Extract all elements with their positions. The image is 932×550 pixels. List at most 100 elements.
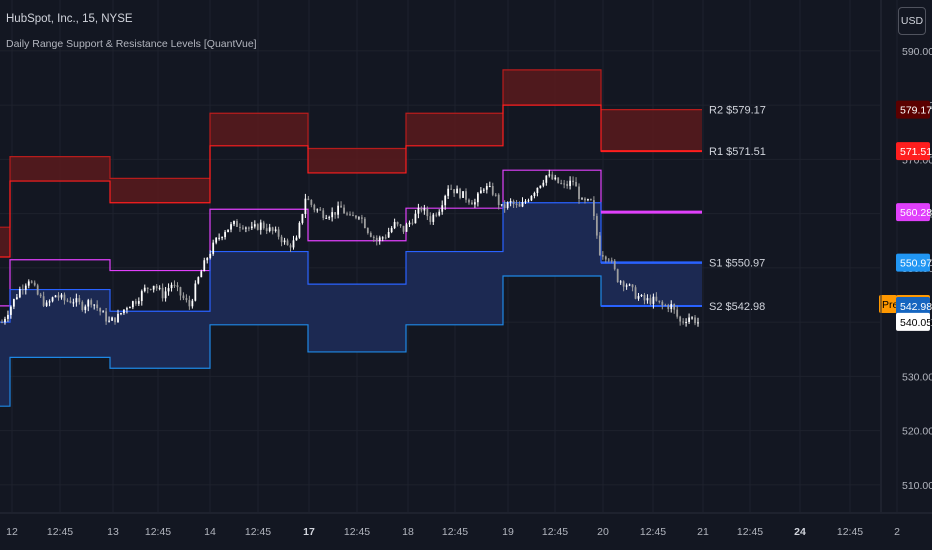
candle-body [247, 227, 250, 229]
candle-body [512, 200, 515, 205]
candle-body [143, 287, 146, 292]
candle-body [566, 183, 569, 186]
candle-body [242, 227, 244, 229]
candle-body [176, 285, 179, 288]
candle-body [587, 199, 589, 201]
s1-line [0, 202, 702, 323]
candle-body [506, 202, 509, 208]
price-tick-label: 530.00 [902, 371, 932, 383]
pre-market-tag [879, 294, 897, 313]
time-tick-label: 12:45 [145, 526, 171, 538]
candle-body [322, 210, 325, 218]
candle-body [304, 198, 307, 215]
candle-body [450, 188, 453, 190]
candle-body [81, 301, 84, 310]
candle-body [465, 191, 467, 200]
candle-body [396, 222, 399, 225]
candle-body [381, 237, 384, 239]
candle-body [292, 240, 295, 248]
candle-body [137, 301, 140, 304]
candle-body [301, 214, 304, 223]
candle-body [652, 296, 655, 304]
candle-body [10, 306, 12, 315]
candle-body [640, 294, 643, 297]
candle-body [295, 237, 298, 241]
candle-body [387, 232, 390, 238]
price-badge-label: 571.51 [900, 146, 932, 158]
level-lines [0, 69, 702, 407]
candle-body [227, 229, 229, 233]
candle-body [563, 183, 566, 185]
candle-body [355, 215, 357, 218]
candle-body [134, 301, 137, 304]
candle-body [530, 195, 533, 201]
candle-body [462, 191, 464, 198]
price-badges: 579.17571.51560.28550.97Pre543.34542.985… [879, 100, 932, 331]
candle-body [96, 304, 99, 309]
indicator-title[interactable]: Daily Range Support & Resistance Levels … [6, 38, 257, 50]
candle-body [476, 193, 479, 203]
candle-body [224, 232, 226, 238]
candle-body [414, 213, 417, 224]
price-badge-s2 [896, 296, 930, 315]
price-badge-label: 560.28 [900, 207, 932, 219]
candle-body [30, 281, 33, 283]
candle-body [84, 306, 87, 310]
candle-body [259, 222, 262, 230]
time-tick-label: 2 [894, 526, 900, 538]
chart-title: HubSpot, Inc., 15, NYSE [6, 13, 133, 25]
candle-body [286, 240, 289, 246]
candle-body [152, 285, 155, 290]
price-badge-r1 [896, 142, 930, 161]
candle-body [607, 259, 610, 261]
price-badge-label: 550.97 [900, 258, 932, 270]
candle-body [694, 317, 696, 324]
candle-body [679, 316, 682, 322]
candle-body [346, 213, 348, 215]
candle-body [179, 287, 182, 296]
candle-body [515, 204, 518, 206]
candle-body [337, 205, 340, 215]
candle-body [51, 297, 54, 302]
candle-body [471, 202, 473, 205]
candle-body [268, 227, 271, 232]
candle-body [411, 222, 414, 224]
candle-body [673, 304, 676, 310]
candle-body [131, 301, 134, 308]
time-tick-label: 12 [6, 526, 18, 538]
candle-body [72, 302, 75, 304]
candle-body [218, 237, 221, 239]
candle-body [634, 287, 637, 299]
candle-body [167, 288, 170, 292]
candle-body [598, 235, 601, 256]
time-tick-label: 20 [597, 526, 609, 538]
candle-body [399, 224, 402, 226]
currency-button[interactable]: USD [898, 7, 926, 35]
candle-body [625, 285, 628, 287]
candle-body [328, 217, 331, 219]
candle-body [494, 194, 497, 196]
candle-body [146, 287, 149, 289]
candle-body [667, 305, 670, 309]
candle-body [334, 212, 337, 215]
candle-body [518, 204, 521, 207]
candle-body [655, 296, 658, 301]
support-band [0, 202, 702, 407]
candle-body [185, 298, 188, 301]
candle-body [497, 194, 500, 205]
candle-body [250, 226, 253, 229]
candle-body [539, 185, 542, 188]
candle-body [358, 217, 360, 219]
candle-body [479, 190, 482, 194]
candle-body [405, 224, 408, 232]
candle-body [575, 181, 577, 187]
candle-body [313, 204, 316, 210]
candle-body [456, 188, 458, 194]
candle-body [459, 188, 461, 198]
candle-body [408, 222, 411, 225]
resistance-band [0, 69, 702, 258]
candle-body [441, 205, 444, 212]
candle-body [676, 309, 679, 317]
candle-body [536, 187, 539, 193]
